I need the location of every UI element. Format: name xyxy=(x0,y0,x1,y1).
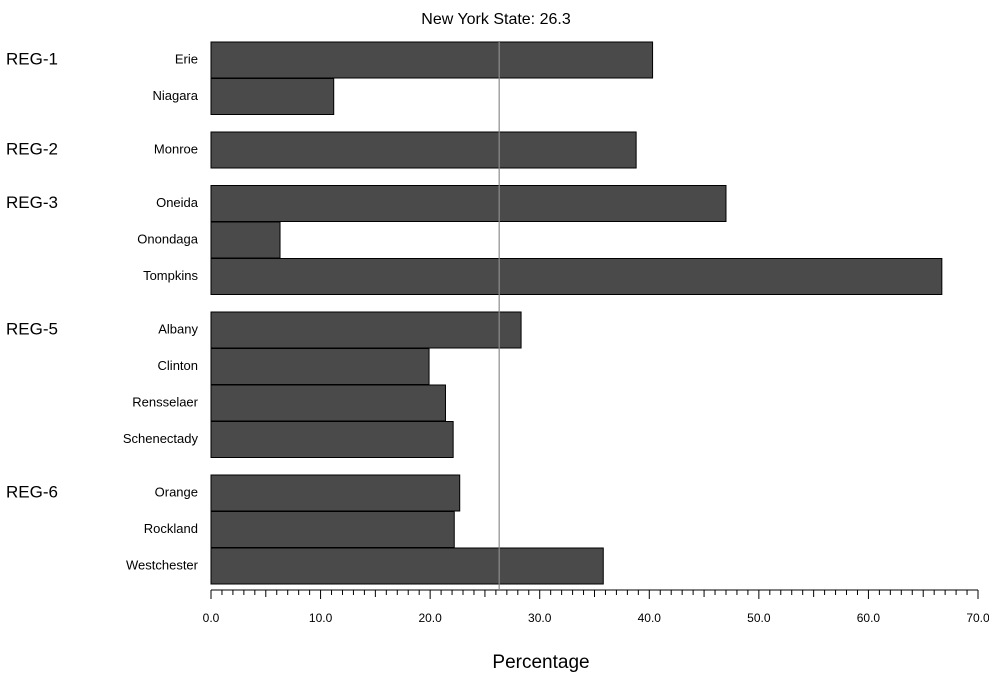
x-tick-label: 70.0 xyxy=(966,611,989,625)
county-label: Rockland xyxy=(144,521,198,536)
county-label: Westchester xyxy=(126,557,199,572)
bar xyxy=(210,421,454,458)
county-label: Rensselaer xyxy=(132,394,198,409)
x-axis-label: Percentage xyxy=(492,652,589,673)
county-label: Albany xyxy=(158,321,198,336)
county-label: Tompkins xyxy=(143,268,198,283)
bar xyxy=(210,311,522,349)
region-label: REG-1 xyxy=(6,49,58,68)
bar xyxy=(210,78,335,115)
region-label: REG-5 xyxy=(6,319,58,338)
bar xyxy=(210,474,461,512)
bar xyxy=(210,384,446,422)
county-label: Niagara xyxy=(152,88,198,103)
county-label: Schenectady xyxy=(123,431,199,446)
county-label: Oneida xyxy=(156,195,199,210)
region-label: REG-2 xyxy=(6,139,58,158)
region-label: REG-3 xyxy=(6,193,58,212)
labels-layer: REG-1 Erie Niagara REG-2 Monroe REG-3 Oneida On… xyxy=(6,49,199,572)
x-tick-label: 40.0 xyxy=(638,611,662,625)
bar xyxy=(210,131,637,169)
bar xyxy=(210,185,727,222)
bars-layer xyxy=(210,41,943,585)
bar xyxy=(210,348,430,385)
county-label: Onondaga xyxy=(137,231,198,246)
county-label: Erie xyxy=(175,51,198,66)
x-tick-label: 20.0 xyxy=(418,611,442,625)
bar xyxy=(210,547,604,585)
region-label: REG-6 xyxy=(6,482,58,501)
bar xyxy=(210,221,281,259)
chart-title: New York State: 26.3 xyxy=(421,11,571,28)
x-tick-label: 50.0 xyxy=(747,611,771,625)
county-label: Clinton xyxy=(158,358,198,373)
x-tick-label: 30.0 xyxy=(528,611,552,625)
x-tick-label: 10.0 xyxy=(309,611,333,625)
x-tick-label: 60.0 xyxy=(857,611,881,625)
county-label: Orange xyxy=(155,484,198,499)
x-axis: 0.0 10.0 20.0 30.0 40.0 50.0 60.0 70.0 xyxy=(203,589,989,625)
x-tick-label: 0.0 xyxy=(203,611,220,625)
bar xyxy=(210,511,455,548)
bar xyxy=(210,258,943,295)
bar xyxy=(210,41,654,79)
county-label: Monroe xyxy=(154,141,198,156)
